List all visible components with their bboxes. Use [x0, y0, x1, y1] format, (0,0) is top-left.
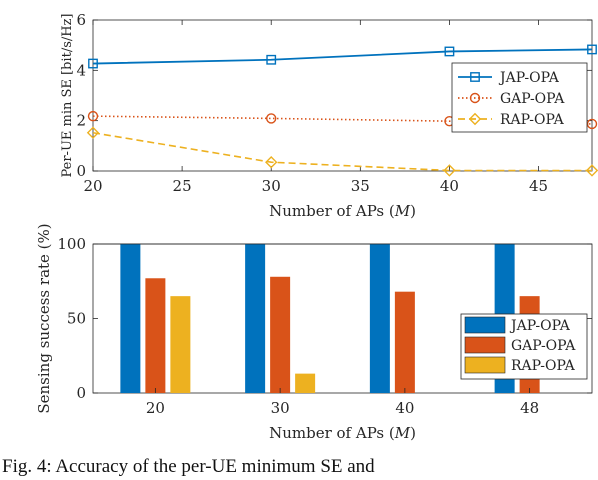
legend-label: RAP-OPA — [511, 358, 576, 374]
data-point — [443, 164, 456, 177]
x-tick-label: 30 — [271, 399, 290, 417]
y-axis-label: Per-UE min SE [bit/s/Hz] — [60, 13, 75, 177]
data-point — [266, 54, 277, 65]
x-tick-label: 20 — [146, 399, 165, 417]
x-axis-label: Number of APs (M) — [269, 202, 416, 220]
bar-chart-sensing-success: 20 30 40 48 0 50 100 Number of APs (M) Sensing s… — [35, 223, 593, 442]
y-axis-label: Sensing success rate (%) — [35, 223, 53, 413]
legend-swatch — [464, 316, 506, 334]
x-tick-label: 48 — [520, 399, 539, 417]
legend: JAP-OPA GAP-OPA RAP-OPA — [451, 62, 588, 133]
bar-jap-opa-40 — [369, 244, 390, 393]
y-tick-label: 2 — [76, 112, 86, 130]
legend-swatch — [464, 356, 506, 374]
figure-canvas: 20 25 30 35 40 45 0 2 4 6 Number of APs (M) Per-UE … — [35, 11, 598, 442]
x-tick-label: 30 — [262, 177, 281, 195]
data-point — [586, 118, 598, 130]
y-tick-label: 50 — [67, 310, 86, 328]
data-point — [587, 44, 597, 55]
y-tick-label: 4 — [76, 61, 86, 79]
legend-label: JAP-OPA — [498, 70, 560, 86]
series-rap-opa — [86, 126, 598, 177]
series-line — [92, 131, 592, 172]
y-tick-label: 0 — [76, 384, 86, 402]
legend-label: JAP-OPA — [509, 318, 571, 334]
series-line — [92, 115, 593, 125]
bar-gap-opa-20 — [145, 278, 166, 393]
series-jap-opa — [88, 44, 597, 69]
x-tick-label: 40 — [395, 399, 414, 417]
legend-swatch-marker — [468, 112, 482, 126]
bar-gap-opa-40 — [394, 291, 415, 393]
legend-label: GAP-OPA — [500, 91, 565, 107]
data-point — [444, 46, 455, 57]
x-tick-label: 35 — [351, 177, 370, 195]
legend: JAP-OPA GAP-OPA RAP-OPA — [460, 313, 588, 380]
data-point — [585, 164, 598, 177]
x-tick-label: 20 — [83, 177, 102, 195]
legend-label: GAP-OPA — [511, 338, 576, 354]
bar-jap-opa-20 — [120, 244, 141, 393]
series-gap-opa — [87, 110, 598, 130]
bar-gap-opa-30 — [270, 276, 291, 393]
data-point — [87, 110, 99, 122]
x-axis-label: Number of APs (M) — [269, 424, 416, 442]
data-point — [86, 126, 100, 139]
bar-rap-opa-20 — [170, 296, 191, 393]
line-chart-min-se: 20 25 30 35 40 45 0 2 4 6 Number of APs (M) Per-UE … — [60, 11, 598, 220]
data-point — [265, 156, 278, 169]
y-tick-label: 0 — [76, 162, 86, 180]
legend-label: RAP-OPA — [500, 112, 565, 128]
legend-swatch-marker — [470, 72, 480, 82]
bar-rap-opa-30 — [295, 373, 316, 393]
legend-swatch — [464, 336, 506, 354]
series-line — [92, 48, 593, 65]
x-tick-label: 40 — [440, 177, 459, 195]
figure-caption: Fig. 4: Accuracy of the per-UE minimum S… — [2, 456, 375, 477]
x-tick-label: 25 — [173, 177, 192, 195]
y-tick-label: 100 — [57, 235, 86, 253]
bar-jap-opa-30 — [245, 244, 266, 393]
x-tick-label: 45 — [529, 177, 548, 195]
data-point — [266, 113, 277, 124]
data-point — [88, 58, 98, 69]
y-tick-label: 6 — [76, 11, 86, 29]
legend-swatch-marker — [469, 92, 481, 104]
